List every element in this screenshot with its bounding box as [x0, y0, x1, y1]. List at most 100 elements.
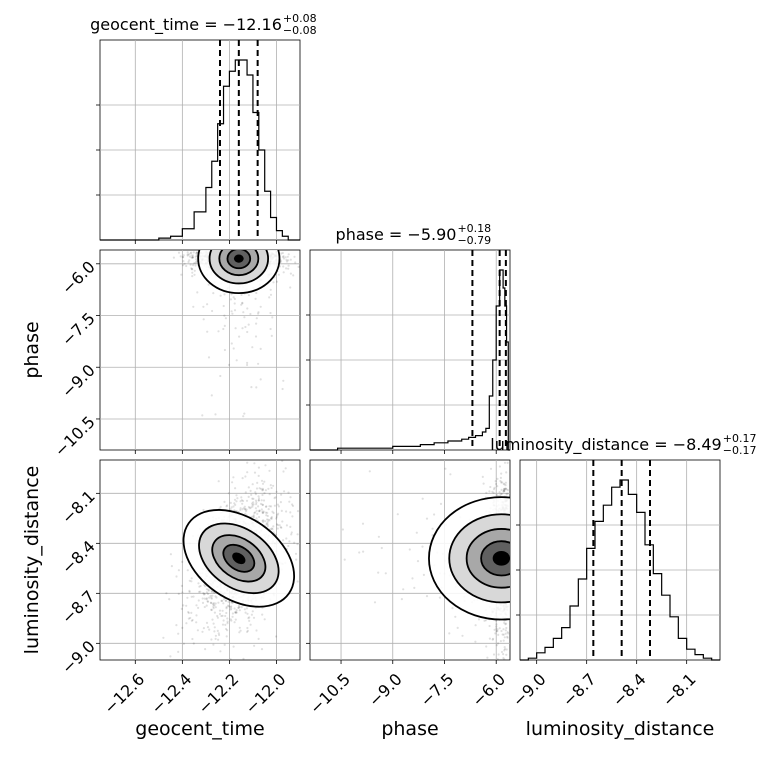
- sample-point: [294, 552, 298, 555]
- sample-point: [193, 269, 196, 272]
- sample-point: [505, 648, 508, 651]
- sample-point: [226, 620, 229, 623]
- sample-point: [290, 531, 293, 534]
- sample-point: [482, 482, 485, 485]
- sample-point: [229, 605, 232, 609]
- sample-point: [255, 517, 258, 520]
- sample-point: [238, 335, 241, 338]
- sample-point: [494, 480, 497, 483]
- sample-point: [493, 628, 496, 631]
- x-tick-label-luminosity_distance: −8.1: [659, 670, 700, 711]
- panel-title-upper: +0.08: [283, 12, 317, 25]
- hist-geocent_time: [96, 39, 301, 244]
- sample-point: [507, 632, 510, 635]
- sample-point: [222, 304, 225, 308]
- sample-point: [282, 255, 285, 258]
- sample-point: [179, 255, 182, 258]
- sample-point: [502, 490, 505, 493]
- sample-point: [257, 497, 261, 500]
- sample-point: [496, 485, 499, 488]
- sample-point: [489, 467, 493, 470]
- sample-point: [492, 455, 494, 457]
- x-tick-label-luminosity_distance: −8.4: [609, 670, 650, 711]
- sample-point: [230, 293, 233, 296]
- sample-point: [270, 527, 273, 530]
- sample-point: [249, 489, 252, 492]
- sample-point: [198, 590, 201, 594]
- sample-point: [230, 310, 233, 313]
- sample-point: [280, 493, 283, 496]
- sample-point: [256, 481, 259, 484]
- hist-phase-frame: [309, 249, 511, 451]
- sample-point: [217, 480, 220, 483]
- sample-point: [255, 317, 258, 320]
- sample-point: [246, 630, 249, 634]
- x-axis-label-luminosity_distance: luminosity_distance: [526, 718, 715, 740]
- sample-point: [241, 502, 244, 505]
- sample-point: [498, 465, 501, 468]
- sample-point: [230, 619, 233, 622]
- sample-point: [242, 499, 245, 503]
- sample-point: [506, 492, 509, 495]
- sample-point: [188, 590, 191, 594]
- sample-point: [260, 508, 263, 511]
- sample-point: [416, 560, 420, 563]
- sample-point: [287, 544, 290, 548]
- sample-point: [500, 488, 503, 491]
- sample-point: [496, 477, 499, 480]
- sample-point: [192, 595, 195, 598]
- hist-phase: [306, 249, 511, 454]
- sample-point: [182, 264, 185, 267]
- sample-point: [250, 493, 253, 496]
- sample-point: [203, 597, 206, 600]
- sample-point: [276, 524, 279, 527]
- sample-point: [266, 523, 269, 526]
- panel-title-lower: −0.17: [723, 444, 757, 457]
- sample-point: [438, 596, 441, 599]
- sample-point: [229, 501, 232, 504]
- sample-point: [210, 394, 213, 397]
- sample-point: [187, 610, 190, 614]
- sample-point: [248, 616, 251, 619]
- sample-point: [503, 673, 505, 675]
- sample-point: [226, 604, 230, 607]
- sample-point: [506, 461, 509, 464]
- sample-point: [201, 630, 204, 633]
- sample-point: [247, 323, 250, 326]
- sample-point: [202, 508, 205, 512]
- sample-point: [377, 535, 380, 538]
- sample-point: [495, 627, 498, 630]
- sample-point: [287, 253, 290, 256]
- sample-point: [231, 481, 234, 484]
- sample-point: [245, 607, 248, 610]
- sample-point: [224, 599, 227, 602]
- sample-point: [267, 508, 270, 511]
- sample-point: [245, 499, 249, 502]
- sample-point: [266, 511, 269, 514]
- sample-point: [237, 606, 240, 609]
- sample-point: [223, 324, 226, 327]
- sample-point: [504, 623, 507, 626]
- panel-title-phase: phase = −5.90 +0.18−0.79: [336, 222, 492, 247]
- sample-point: [191, 256, 194, 259]
- sample-point: [252, 503, 255, 506]
- sample-point: [230, 607, 233, 610]
- sample-point: [240, 606, 243, 609]
- sample-point: [448, 632, 451, 635]
- sample-point: [505, 492, 508, 495]
- sample-point: [235, 494, 238, 497]
- sample-point: [247, 486, 250, 489]
- sample-point: [226, 622, 229, 625]
- sample-point: [272, 525, 275, 528]
- sample-point: [246, 471, 249, 474]
- sample-point: [281, 460, 284, 462]
- sample-point: [218, 633, 221, 637]
- sample-point: [188, 589, 191, 593]
- y-tick-label-phase: −7.5: [58, 309, 99, 350]
- sample-point: [229, 658, 232, 660]
- sample-point: [402, 588, 405, 591]
- sample-point: [222, 598, 225, 601]
- sample-point: [203, 583, 206, 587]
- sample-point: [188, 579, 191, 582]
- sample-point: [213, 630, 216, 633]
